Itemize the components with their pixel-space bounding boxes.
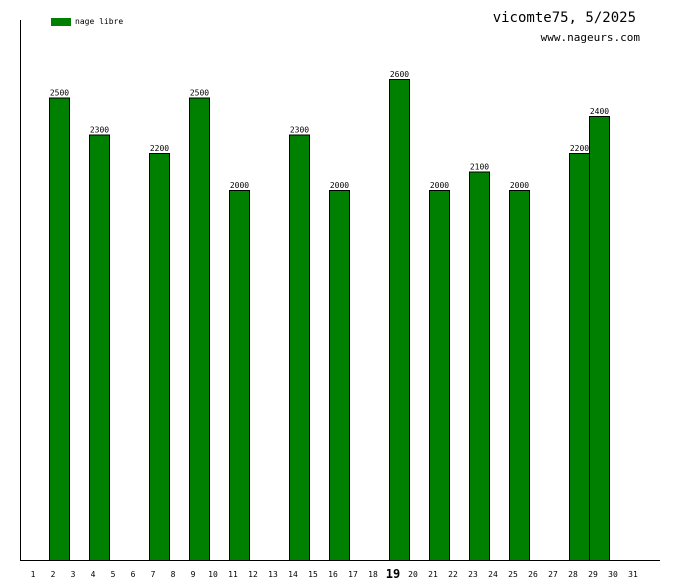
x-tick-label: 2	[51, 570, 56, 579]
x-tick-label: 10	[208, 570, 218, 579]
bar	[149, 153, 170, 561]
x-tick-label: 15	[308, 570, 318, 579]
x-tick-label: 30	[608, 570, 618, 579]
x-tick-label: 20	[408, 570, 418, 579]
data-label: 2300	[90, 126, 109, 135]
x-tick-label: 25	[508, 570, 518, 579]
chart-subtitle: www.nageurs.com	[540, 31, 640, 44]
x-tick-label: 9	[191, 570, 196, 579]
x-tick-label: 8	[171, 570, 176, 579]
bar	[89, 134, 110, 561]
bar	[229, 190, 250, 561]
x-tick-label: 17	[348, 570, 358, 579]
x-tick-label: 29	[588, 570, 598, 579]
x-tick-label: 5	[111, 570, 116, 579]
bar	[289, 134, 310, 561]
bar	[189, 97, 210, 561]
bar	[469, 171, 490, 561]
bar	[589, 116, 610, 561]
data-label: 2200	[150, 144, 169, 153]
data-label: 2100	[470, 163, 489, 172]
x-tick-label: 28	[568, 570, 578, 579]
data-label: 2000	[330, 181, 349, 190]
x-tick-label: 14	[288, 570, 298, 579]
x-tick-label: 1	[31, 570, 36, 579]
x-tick-label: 27	[548, 570, 558, 579]
x-tick-label: 11	[228, 570, 238, 579]
x-tick-label: 7	[151, 570, 156, 579]
bar	[569, 153, 590, 561]
x-tick-label: 26	[528, 570, 538, 579]
x-tick-label: 3	[71, 570, 76, 579]
x-tick-label: 19	[386, 567, 400, 580]
x-tick-label: 4	[91, 570, 96, 579]
data-label: 2200	[570, 144, 589, 153]
legend-label: nage libre	[75, 17, 124, 26]
data-label: 2500	[190, 89, 209, 98]
bar	[329, 190, 350, 561]
x-tick-label: 12	[248, 570, 258, 579]
x-tick-label: 18	[368, 570, 378, 579]
x-tick-label: 24	[488, 570, 498, 579]
legend: nage libre	[51, 17, 123, 26]
bar	[389, 79, 410, 561]
x-tick-label: 31	[628, 570, 638, 579]
chart-title: vicomte75, 5/2025	[492, 10, 636, 26]
data-label: 2000	[510, 181, 529, 190]
x-tick-label: 13	[268, 570, 278, 579]
data-label: 2000	[430, 181, 449, 190]
data-label: 2500	[50, 89, 69, 98]
data-label: 2300	[290, 126, 309, 135]
bar	[509, 190, 530, 561]
x-tick-label: 21	[428, 570, 438, 579]
data-label: 2400	[590, 107, 609, 116]
x-tick-label: 23	[468, 570, 478, 579]
data-label: 2000	[230, 181, 249, 190]
bar	[429, 190, 450, 561]
x-tick-label: 16	[328, 570, 338, 579]
x-tick-label: 22	[448, 570, 458, 579]
bar	[49, 97, 70, 561]
data-label: 2600	[390, 70, 409, 79]
x-tick-label: 6	[131, 570, 136, 579]
legend-swatch	[51, 17, 71, 26]
